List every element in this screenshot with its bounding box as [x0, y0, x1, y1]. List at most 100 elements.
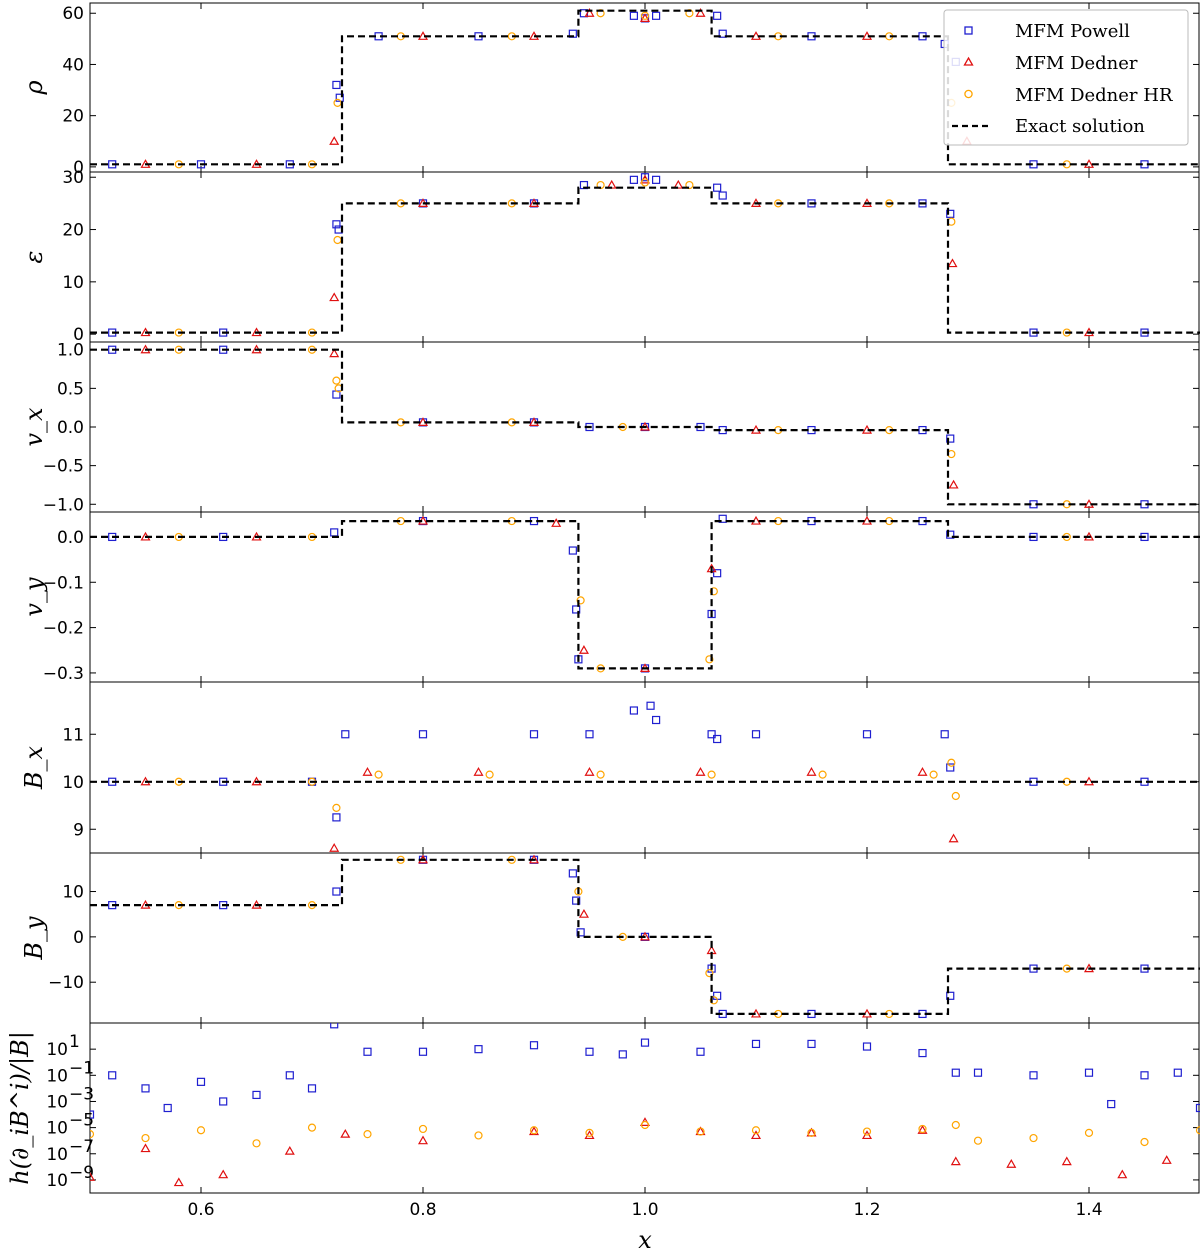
data-point: [639, 13, 651, 22]
data-point: [718, 514, 727, 523]
legend-label-exact: Exact solution: [1015, 116, 1145, 137]
data-point: [806, 767, 817, 776]
y-tick-label: 0: [73, 928, 84, 948]
data-point: [640, 1120, 650, 1130]
data-point: [529, 730, 539, 739]
data-point: [948, 479, 959, 489]
data-point: [473, 767, 484, 776]
y-tick-label: 9: [73, 820, 84, 840]
data-point: [332, 376, 341, 385]
data-point: [90, 1130, 95, 1139]
data-point: [551, 518, 562, 527]
panel-data: [90, 701, 1200, 852]
y-axis-label: ε: [20, 251, 48, 264]
data-point: [946, 530, 955, 539]
y-tick-label: 60: [62, 4, 84, 24]
panel-data: [90, 514, 1200, 673]
data-point: [578, 645, 589, 654]
data-point: [1006, 1159, 1017, 1168]
data-point: [807, 1039, 816, 1049]
x-tick-label: 1.2: [853, 1200, 880, 1220]
data-point: [973, 1136, 983, 1145]
data-point: [918, 1048, 927, 1058]
data-point: [329, 292, 340, 302]
data-point: [329, 136, 340, 145]
x-tick-label: 0.8: [409, 1200, 436, 1220]
y-tick-label: −0.2: [43, 619, 84, 639]
data-point: [940, 730, 949, 739]
y-tick-exponent: −7: [69, 1137, 94, 1157]
data-point: [1195, 1126, 1200, 1135]
data-point: [713, 734, 722, 744]
data-point: [946, 763, 955, 772]
panel-2: 0 10 20 30 ε: [20, 168, 1200, 345]
data-point: [332, 887, 341, 896]
data-point: [418, 1047, 428, 1056]
panel-5: 9 10 11 B_x: [20, 681, 1200, 854]
legend: MFM Powell MFM Dedner MFM Dedner HR Exac…: [943, 9, 1189, 146]
y-axis-label: B_y: [20, 916, 48, 961]
data-point: [285, 1071, 294, 1080]
y-tick-label: 20: [62, 107, 84, 127]
y-tick-exponent: −1: [69, 1058, 94, 1078]
y-tick-label: 10: [62, 883, 84, 903]
y-tick-exponent: −5: [69, 1111, 94, 1131]
data-point: [307, 1123, 317, 1132]
data-point: [572, 605, 581, 614]
x-tick-label: 0.6: [187, 1200, 214, 1220]
data-point: [1195, 1103, 1200, 1113]
data-point: [196, 1077, 206, 1086]
data-point: [696, 1047, 705, 1056]
data-point: [252, 1139, 261, 1148]
y-tick-label: 10: [62, 273, 84, 293]
data-point: [329, 348, 340, 358]
data-point: [713, 11, 722, 20]
legend-marker-powell: [964, 26, 973, 35]
legend-label-dedner: MFM Dedner: [1015, 53, 1138, 74]
data-point: [705, 969, 714, 978]
data-point: [572, 896, 581, 905]
panel-data: [90, 173, 1200, 337]
panel-frame: [89, 171, 1200, 343]
data-point: [950, 1156, 961, 1166]
data-point: [640, 173, 650, 182]
data-point: [528, 1126, 540, 1136]
y-tick-label: 0: [73, 325, 84, 345]
data-point: [578, 908, 589, 918]
data-point: [330, 1023, 339, 1029]
data-point: [568, 869, 577, 878]
data-point: [340, 1128, 351, 1138]
series-mfm-dedner: [140, 174, 1095, 337]
data-point: [1061, 1156, 1072, 1166]
data-point: [629, 175, 639, 184]
data-point: [751, 1039, 761, 1049]
series-mfm-powell: [108, 173, 1149, 337]
exact-solution-line: [90, 520, 1200, 670]
panel-data: [90, 854, 1200, 1019]
data-point: [196, 1126, 206, 1135]
data-point: [218, 1169, 229, 1179]
data-point: [640, 11, 650, 20]
series-mfm-dedner-hr: [174, 9, 1071, 169]
data-point: [108, 1071, 117, 1080]
data-point: [673, 179, 684, 189]
y-tick-label: −10: [48, 973, 84, 993]
y-axis-label: h(∂_iB^i)/|B|: [6, 1031, 35, 1185]
data-point: [474, 1131, 483, 1140]
panel-frame: [89, 1022, 1200, 1194]
data-point: [341, 730, 350, 739]
data-point: [718, 191, 727, 200]
y-tick-label: 11: [62, 725, 84, 745]
panel-3: −1.0 −0.5 0.0 0.5 1.0 v_x: [20, 341, 1200, 515]
data-point: [1107, 1099, 1116, 1109]
data-point: [163, 1103, 172, 1113]
data-point: [1140, 1071, 1149, 1080]
data-point: [751, 730, 761, 739]
legend-frame: [943, 9, 1189, 146]
y-tick-label: 0.0: [57, 528, 84, 548]
y-axis-label: ρ: [20, 80, 48, 95]
data-point: [333, 235, 342, 245]
data-point: [568, 546, 577, 555]
panels: 0204060ρ0102030ε−1.0−0.50.00.51.0v_x−0.3…: [6, 2, 1200, 1220]
